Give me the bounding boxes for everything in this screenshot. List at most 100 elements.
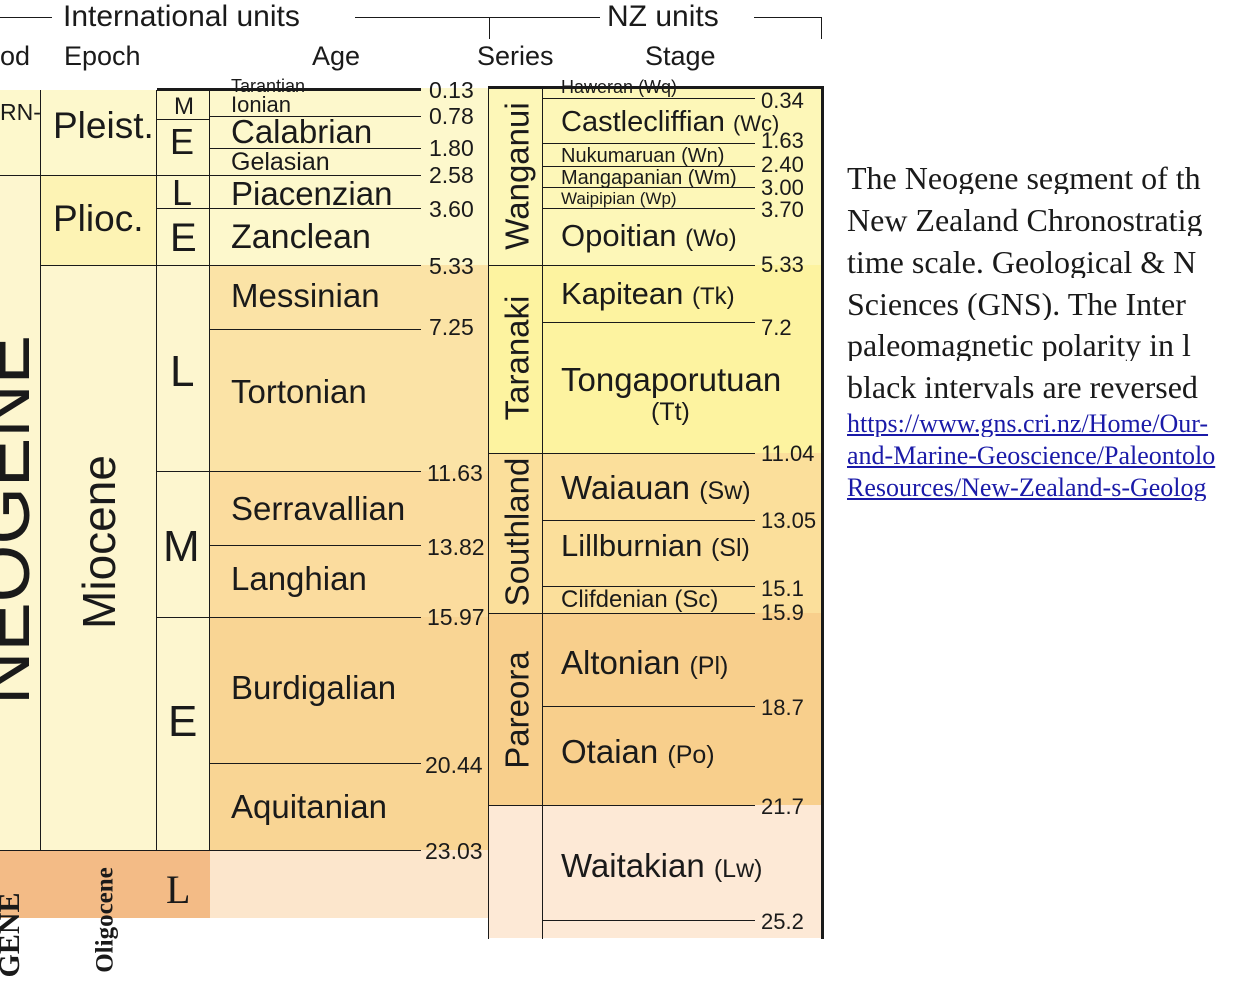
series-pareora-band — [489, 613, 543, 805]
caption-line: paleomagnetic polarity in l — [847, 329, 1191, 361]
age-boundary-value: 13.82 — [427, 534, 485, 560]
stage-boundary-line — [543, 706, 755, 707]
age-boundary-value: 5.33 — [429, 253, 474, 279]
header-international-units: International units — [63, 0, 300, 33]
age-middle-miocene-band — [210, 471, 488, 617]
nz-right-border — [821, 86, 824, 939]
age-boundary-value: 0.78 — [429, 103, 474, 129]
nz-boundary-value: 3.70 — [761, 197, 804, 222]
source-link[interactable]: and-Marine-Geoscience/Paleontolo — [847, 443, 1216, 469]
nz-stage-code: (Pl) — [689, 652, 729, 680]
subepoch-label-plioc-e: E — [170, 216, 197, 260]
nz-boundary-value: 2.40 — [761, 152, 804, 177]
separator-subepoch-age — [209, 90, 210, 850]
age-name-langhian: Langhian — [231, 560, 367, 597]
nz-stage-code-tongaporutuan: (Tt) — [651, 398, 690, 426]
nz-stage-lillburnian: Lillburnian (Sl) — [561, 530, 750, 561]
epoch-label-pliocene: Plioc. — [53, 198, 144, 239]
subepoch-label-pleist-e: E — [170, 121, 195, 162]
nz-stage-altonian: Altonian (Pl) — [561, 646, 728, 679]
nz-stage-code: (Wq) — [638, 77, 678, 97]
age-name-messinian: Messinian — [231, 277, 380, 314]
boundary-line-3.60 — [210, 208, 421, 209]
nz-stage-code: (Sc) — [674, 586, 719, 613]
nz-stage-name: Otaian — [561, 733, 659, 770]
age-name-aquitanian: Aquitanian — [231, 788, 387, 825]
epoch-label-pleistocene: Pleist. — [53, 105, 154, 146]
nz-stage-name: Waipipian — [561, 189, 636, 208]
boundary-plioc-l-e — [157, 208, 210, 209]
column-header-age: Age — [312, 41, 361, 71]
stage-boundary-line — [543, 322, 755, 323]
series-boundary — [489, 805, 543, 806]
boundary-line-5.33 — [210, 265, 421, 266]
nz-boundary-value: 1.63 — [761, 128, 804, 153]
nz-stage-clifdenian: Clifdenian (Sc) — [561, 588, 718, 612]
stage-boundary-line — [543, 613, 755, 614]
epoch-pliocene-band — [41, 175, 157, 265]
nz-boundary-value: 11.04 — [761, 441, 815, 466]
nz-boundary-value: 3.00 — [761, 175, 804, 200]
stage-boundary-line — [543, 265, 755, 266]
series-label-taranaki: Taranaki — [498, 295, 536, 421]
nz-stage-nukumaruan: Nukumaruan (Wn) — [561, 146, 724, 166]
column-header-epoch: Epoch — [64, 41, 141, 71]
age-name-piacenzian: Piacenzian — [231, 175, 393, 212]
nz-stage-name: Lillburnian — [561, 528, 703, 563]
nz-stage-code: (Wp) — [639, 189, 677, 208]
nz-boundary-value: 15.9 — [761, 600, 804, 625]
nz-boundary-value: 21.7 — [761, 794, 804, 819]
age-name-gelasian: Gelasian — [231, 148, 330, 176]
source-link[interactable]: Resources/New-Zealand-s-Geolog — [847, 475, 1207, 501]
boundary-line-7.25 — [210, 329, 421, 330]
boundary-pliocene-miocene — [41, 265, 210, 266]
series-landon-band — [489, 805, 543, 938]
epoch-oligocene-band — [41, 850, 157, 918]
series-label-pareora: Pareora — [498, 651, 536, 769]
age-boundary-value: 11.63 — [427, 460, 483, 486]
nz-stage-kapitean: Kapitean (Tk) — [561, 278, 735, 309]
age-name-serravallian: Serravallian — [231, 490, 406, 527]
caption-line: Sciences (GNS). The Inter — [847, 288, 1186, 320]
header-nz-units: NZ units — [607, 0, 719, 33]
epoch-label-miocene: Miocene — [73, 455, 125, 629]
age-boundary-value: 1.80 — [429, 135, 474, 161]
stage-boundary-line — [543, 520, 755, 521]
age-boundary-value: 2.58 — [429, 162, 474, 188]
age-late-miocene-band — [210, 265, 488, 471]
column-header-period: od — [0, 41, 31, 71]
source-link[interactable]: https://www.gns.cri.nz/Home/Our- — [847, 411, 1209, 437]
epoch-pleistocene-band — [41, 90, 157, 175]
subepoch-miocene-band — [157, 265, 210, 850]
stage-landon-band — [543, 805, 822, 938]
boundary-quaternary-neogene — [0, 175, 210, 176]
nz-stage-code: (Lw) — [713, 855, 763, 883]
age-boundary-value: 7.25 — [429, 314, 474, 340]
nz-series-stage-separator — [542, 88, 543, 939]
nz-stage-code: (Po) — [667, 741, 715, 769]
age-name-zanclean: Zanclean — [231, 218, 371, 256]
stage-boundary-line — [543, 98, 755, 99]
series-taranaki-band — [489, 265, 543, 453]
series-boundary — [489, 453, 543, 454]
series-boundary — [489, 613, 543, 614]
nz-stage-name: Haweran — [561, 77, 634, 97]
subepoch-label-oligocene-l: L — [166, 867, 191, 912]
nz-stage-otaian: Otaian (Po) — [561, 735, 715, 768]
nz-boundary-value: 5.33 — [761, 252, 804, 277]
header-rule-middle — [355, 17, 600, 18]
boundary-line-11.63 — [157, 471, 421, 472]
nz-stage-haweran: Haweran (Wq) — [561, 78, 677, 96]
period-quaternary-band — [0, 90, 41, 175]
nz-stage-code: (Wo) — [685, 225, 737, 252]
nz-stage-name: Clifdenian — [561, 586, 668, 613]
subepoch-label-pleist-m: M — [174, 93, 194, 120]
age-name-burdigalian: Burdigalian — [231, 669, 397, 706]
period-paleogene-band — [0, 850, 41, 918]
header-rule-right-tick — [821, 17, 822, 39]
age-boundary-value: 20.44 — [425, 752, 483, 778]
nz-stage-code: (Wm) — [687, 167, 737, 189]
boundary-line-20.44 — [210, 763, 421, 764]
stage-boundary-line — [543, 453, 755, 454]
epoch-miocene-band — [41, 265, 157, 850]
